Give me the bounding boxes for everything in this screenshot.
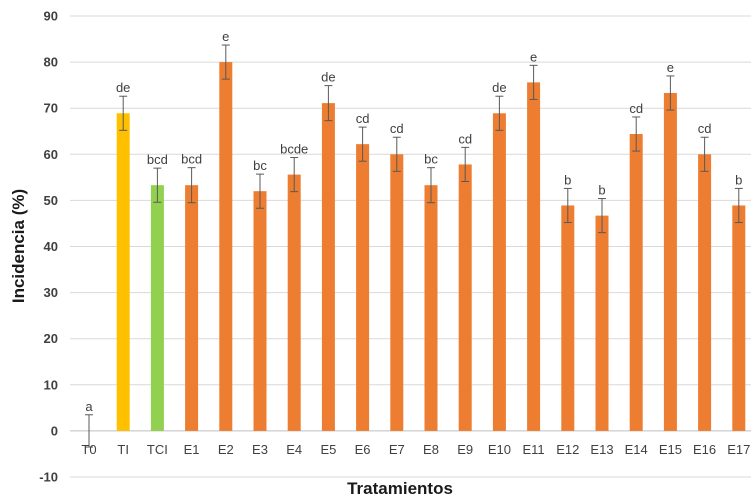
error-bar-TI xyxy=(119,95,128,131)
error-bar-E15 xyxy=(666,75,675,111)
y-tick-label: 60 xyxy=(44,147,58,162)
error-bar-E3 xyxy=(256,173,264,209)
error-bar-E13 xyxy=(598,198,606,234)
error-bar-E11 xyxy=(529,64,538,100)
data-label-E4: bcde xyxy=(280,142,308,157)
data-label-E17: b xyxy=(735,172,742,187)
bar-E15 xyxy=(663,92,677,431)
y-tick-label: 50 xyxy=(44,193,58,208)
x-tick-label-E4: E4 xyxy=(286,442,302,457)
x-tick-label-E1: E1 xyxy=(184,442,200,457)
bar-E16 xyxy=(698,154,712,431)
data-label-E2: e xyxy=(222,29,229,44)
y-tick-label: -10 xyxy=(39,470,58,485)
x-axis-title: Tratamientos xyxy=(347,479,453,498)
x-tick-label-E10: E10 xyxy=(488,442,511,457)
x-tick-label-E9: E9 xyxy=(457,442,473,457)
x-tick-label-TI: TI xyxy=(117,442,129,457)
y-tick-label: 80 xyxy=(44,55,58,70)
error-bar-E12 xyxy=(563,187,572,224)
data-label-E9: cd xyxy=(458,131,472,146)
bar-TI xyxy=(116,113,130,431)
x-tick-label-E14: E14 xyxy=(625,442,648,457)
error-bar-E2 xyxy=(221,44,230,80)
bar-E9 xyxy=(458,164,472,431)
y-axis-ticks: -10 0 10 20 30 40 50 60 70 80 90 xyxy=(39,9,58,485)
error-bar-E1 xyxy=(187,167,196,204)
bar-E11 xyxy=(527,82,541,431)
x-tick-label-E17: E17 xyxy=(727,442,750,457)
data-label-E5: de xyxy=(321,70,335,85)
data-label-E8: bc xyxy=(424,152,438,167)
error-bars xyxy=(85,44,743,448)
data-label-E14: cd xyxy=(629,101,643,116)
y-tick-label: 70 xyxy=(44,101,58,116)
error-bar-T0 xyxy=(85,414,93,448)
error-bar-E8 xyxy=(427,167,435,204)
x-tick-label-E15: E15 xyxy=(659,442,682,457)
bars xyxy=(116,62,746,431)
x-tick-label-E12: E12 xyxy=(556,442,579,457)
y-tick-label: 40 xyxy=(44,239,58,254)
x-tick-label-E7: E7 xyxy=(389,442,405,457)
bar-E4 xyxy=(287,174,301,431)
bar-E13 xyxy=(595,215,609,431)
x-tick-label-E6: E6 xyxy=(355,442,371,457)
data-label-E1: bcd xyxy=(181,152,202,167)
bar-E8 xyxy=(424,185,438,431)
x-tick-label-E3: E3 xyxy=(252,442,268,457)
data-label-E6: cd xyxy=(356,111,370,126)
y-tick-label: 10 xyxy=(44,377,58,392)
bar-E12 xyxy=(561,205,575,431)
data-label-E15: e xyxy=(667,60,674,75)
error-bar-E17 xyxy=(734,187,743,224)
x-tick-label-E8: E8 xyxy=(423,442,439,457)
data-label-E13: b xyxy=(598,183,605,198)
x-tick-label-E11: E11 xyxy=(523,442,545,457)
bar-E7 xyxy=(390,154,404,431)
data-label-TI: de xyxy=(116,80,130,95)
error-bar-E5 xyxy=(324,85,333,122)
bar-E3 xyxy=(253,191,267,431)
error-bar-E14 xyxy=(632,116,641,152)
error-bar-E9 xyxy=(461,146,470,182)
x-tick-label-TCI: TCI xyxy=(147,442,168,457)
error-bar-TCI xyxy=(153,167,162,203)
error-bar-E10 xyxy=(495,95,504,131)
error-bar-E4 xyxy=(290,157,299,193)
x-tick-label-E13: E13 xyxy=(590,442,613,457)
bar-E1 xyxy=(185,185,199,431)
data-label-E3: bc xyxy=(253,158,267,173)
x-tick-label-E16: E16 xyxy=(693,442,716,457)
data-label-E7: cd xyxy=(390,121,404,136)
bar-TCI xyxy=(150,185,164,431)
y-tick-label: 0 xyxy=(51,423,58,438)
bar-E6 xyxy=(356,144,370,431)
bar-E14 xyxy=(629,134,643,431)
bar-E5 xyxy=(321,103,335,431)
data-label-E12: b xyxy=(564,172,571,187)
x-axis-ticks: T0 TI TCI E1 E2 E3 E4 E5 E6 E7 E8 E9 E10 E11 E12 E13 E14… xyxy=(81,442,750,457)
y-tick-label: 90 xyxy=(44,9,58,24)
error-bar-E16 xyxy=(700,136,709,172)
error-bar-E6 xyxy=(358,126,367,162)
bar-E17 xyxy=(732,205,746,431)
grid-lines xyxy=(70,15,751,478)
data-label-TCI: bcd xyxy=(147,152,168,167)
y-axis-title: Incidencia (%) xyxy=(9,189,28,303)
x-tick-label-E5: E5 xyxy=(320,442,336,457)
data-label-E10: de xyxy=(492,80,506,95)
bar-E2 xyxy=(219,62,233,431)
x-tick-label-T0: T0 xyxy=(81,442,96,457)
y-tick-label: 20 xyxy=(44,331,58,346)
data-label-E16: cd xyxy=(698,121,712,136)
x-tick-label-E2: E2 xyxy=(218,442,234,457)
data-label-E11: e xyxy=(530,49,537,64)
y-tick-label: 30 xyxy=(44,285,58,300)
bar-E10 xyxy=(492,113,506,431)
error-bar-E7 xyxy=(392,136,401,172)
data-label-T0: a xyxy=(85,399,93,414)
